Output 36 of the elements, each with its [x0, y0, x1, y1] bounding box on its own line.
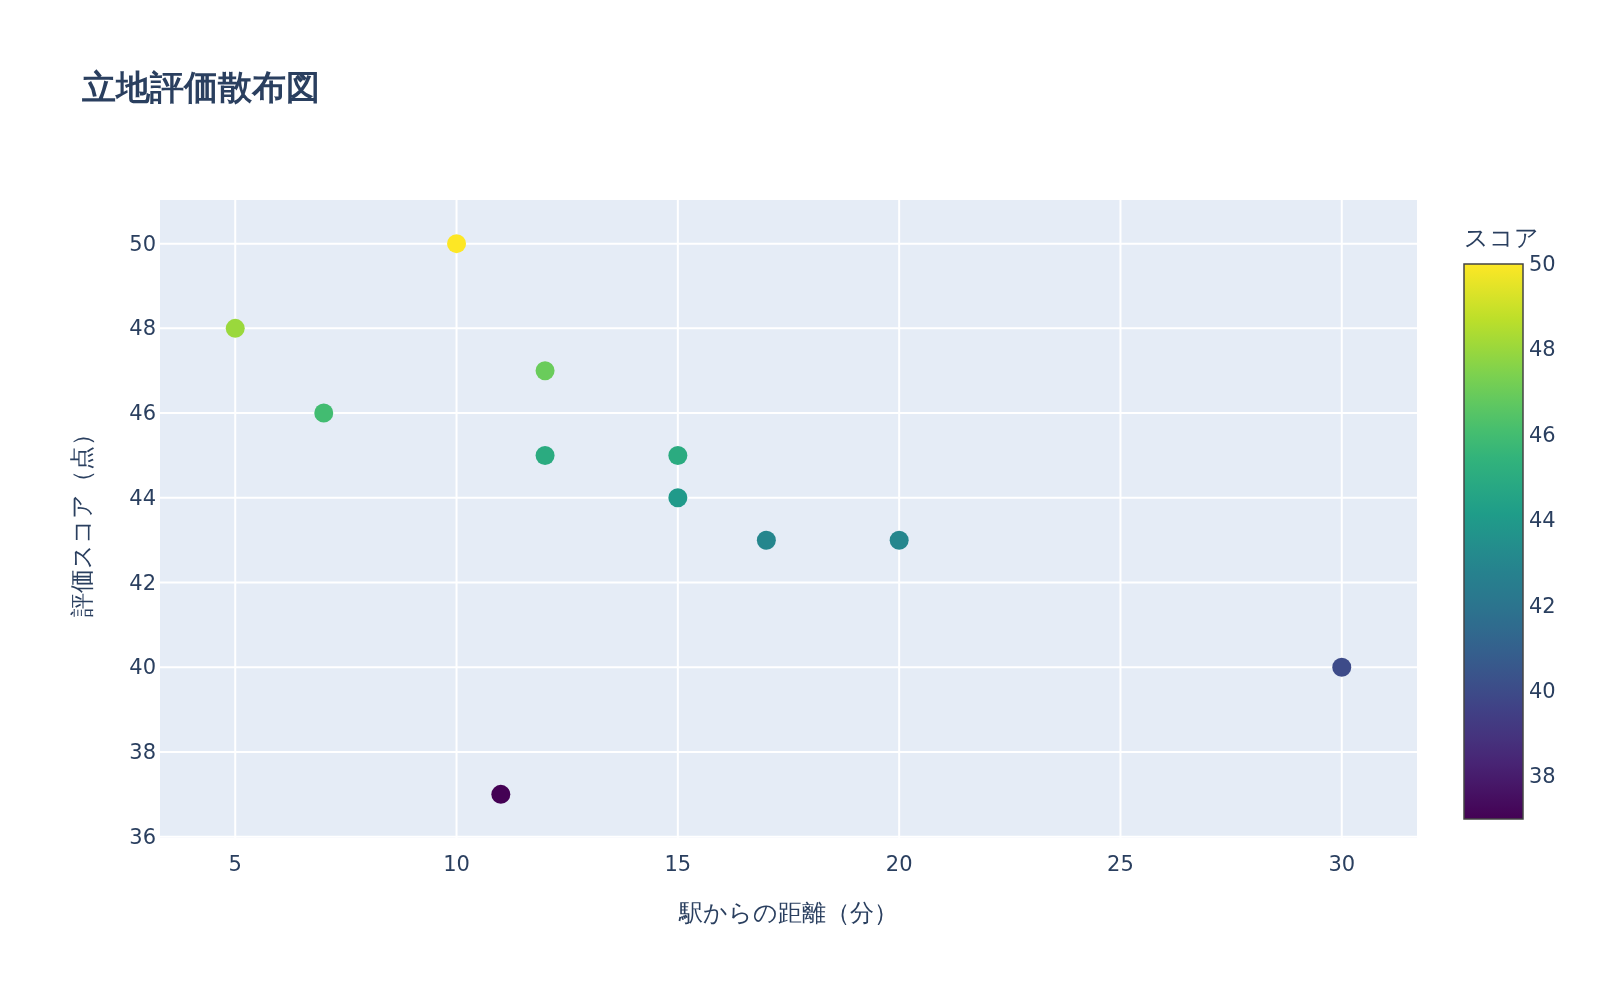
x-tick-label: 5 [228, 852, 242, 876]
color-bar-label: 42 [1529, 593, 1556, 618]
y-tick-label: 38 [129, 740, 156, 764]
x-tick-label: 20 [885, 852, 913, 876]
point [668, 488, 688, 508]
color-bar-label: 48 [1529, 337, 1556, 362]
y-tick-label: 50 [129, 231, 156, 256]
y-tick-label: 46 [129, 401, 156, 426]
color-bar-label: 46 [1529, 422, 1556, 447]
x-tick-label: 15 [664, 852, 692, 876]
x-axis-title: 駅からの距離（分） [678, 899, 898, 927]
color-bar-label: 38 [1529, 764, 1556, 789]
x-tick-label: 10 [443, 852, 470, 876]
y-tick-label: 48 [129, 316, 156, 341]
y-tick-label: 36 [129, 824, 156, 849]
x-tick-label: 25 [1107, 852, 1134, 876]
color-bar-label: 40 [1529, 678, 1556, 703]
point [225, 318, 245, 338]
y-tick-label: 44 [129, 485, 156, 510]
y-tick-label: 42 [129, 570, 156, 595]
color-bar-label: 44 [1529, 508, 1556, 533]
color-bar-title: スコア [1464, 224, 1539, 252]
point [447, 234, 467, 254]
x-tick-label: 30 [1328, 852, 1356, 876]
point [491, 784, 511, 804]
point [535, 445, 555, 465]
chart-title: 立地評価散布図 [81, 67, 320, 107]
point [668, 445, 688, 465]
y-axis-title: 評価スコア（点） [68, 421, 96, 617]
point [756, 530, 776, 550]
point [535, 361, 555, 381]
y-tick-label: 40 [129, 655, 156, 680]
point [1332, 657, 1352, 677]
color-bar-label: 50 [1529, 252, 1556, 276]
point [889, 530, 909, 550]
point [314, 403, 334, 423]
